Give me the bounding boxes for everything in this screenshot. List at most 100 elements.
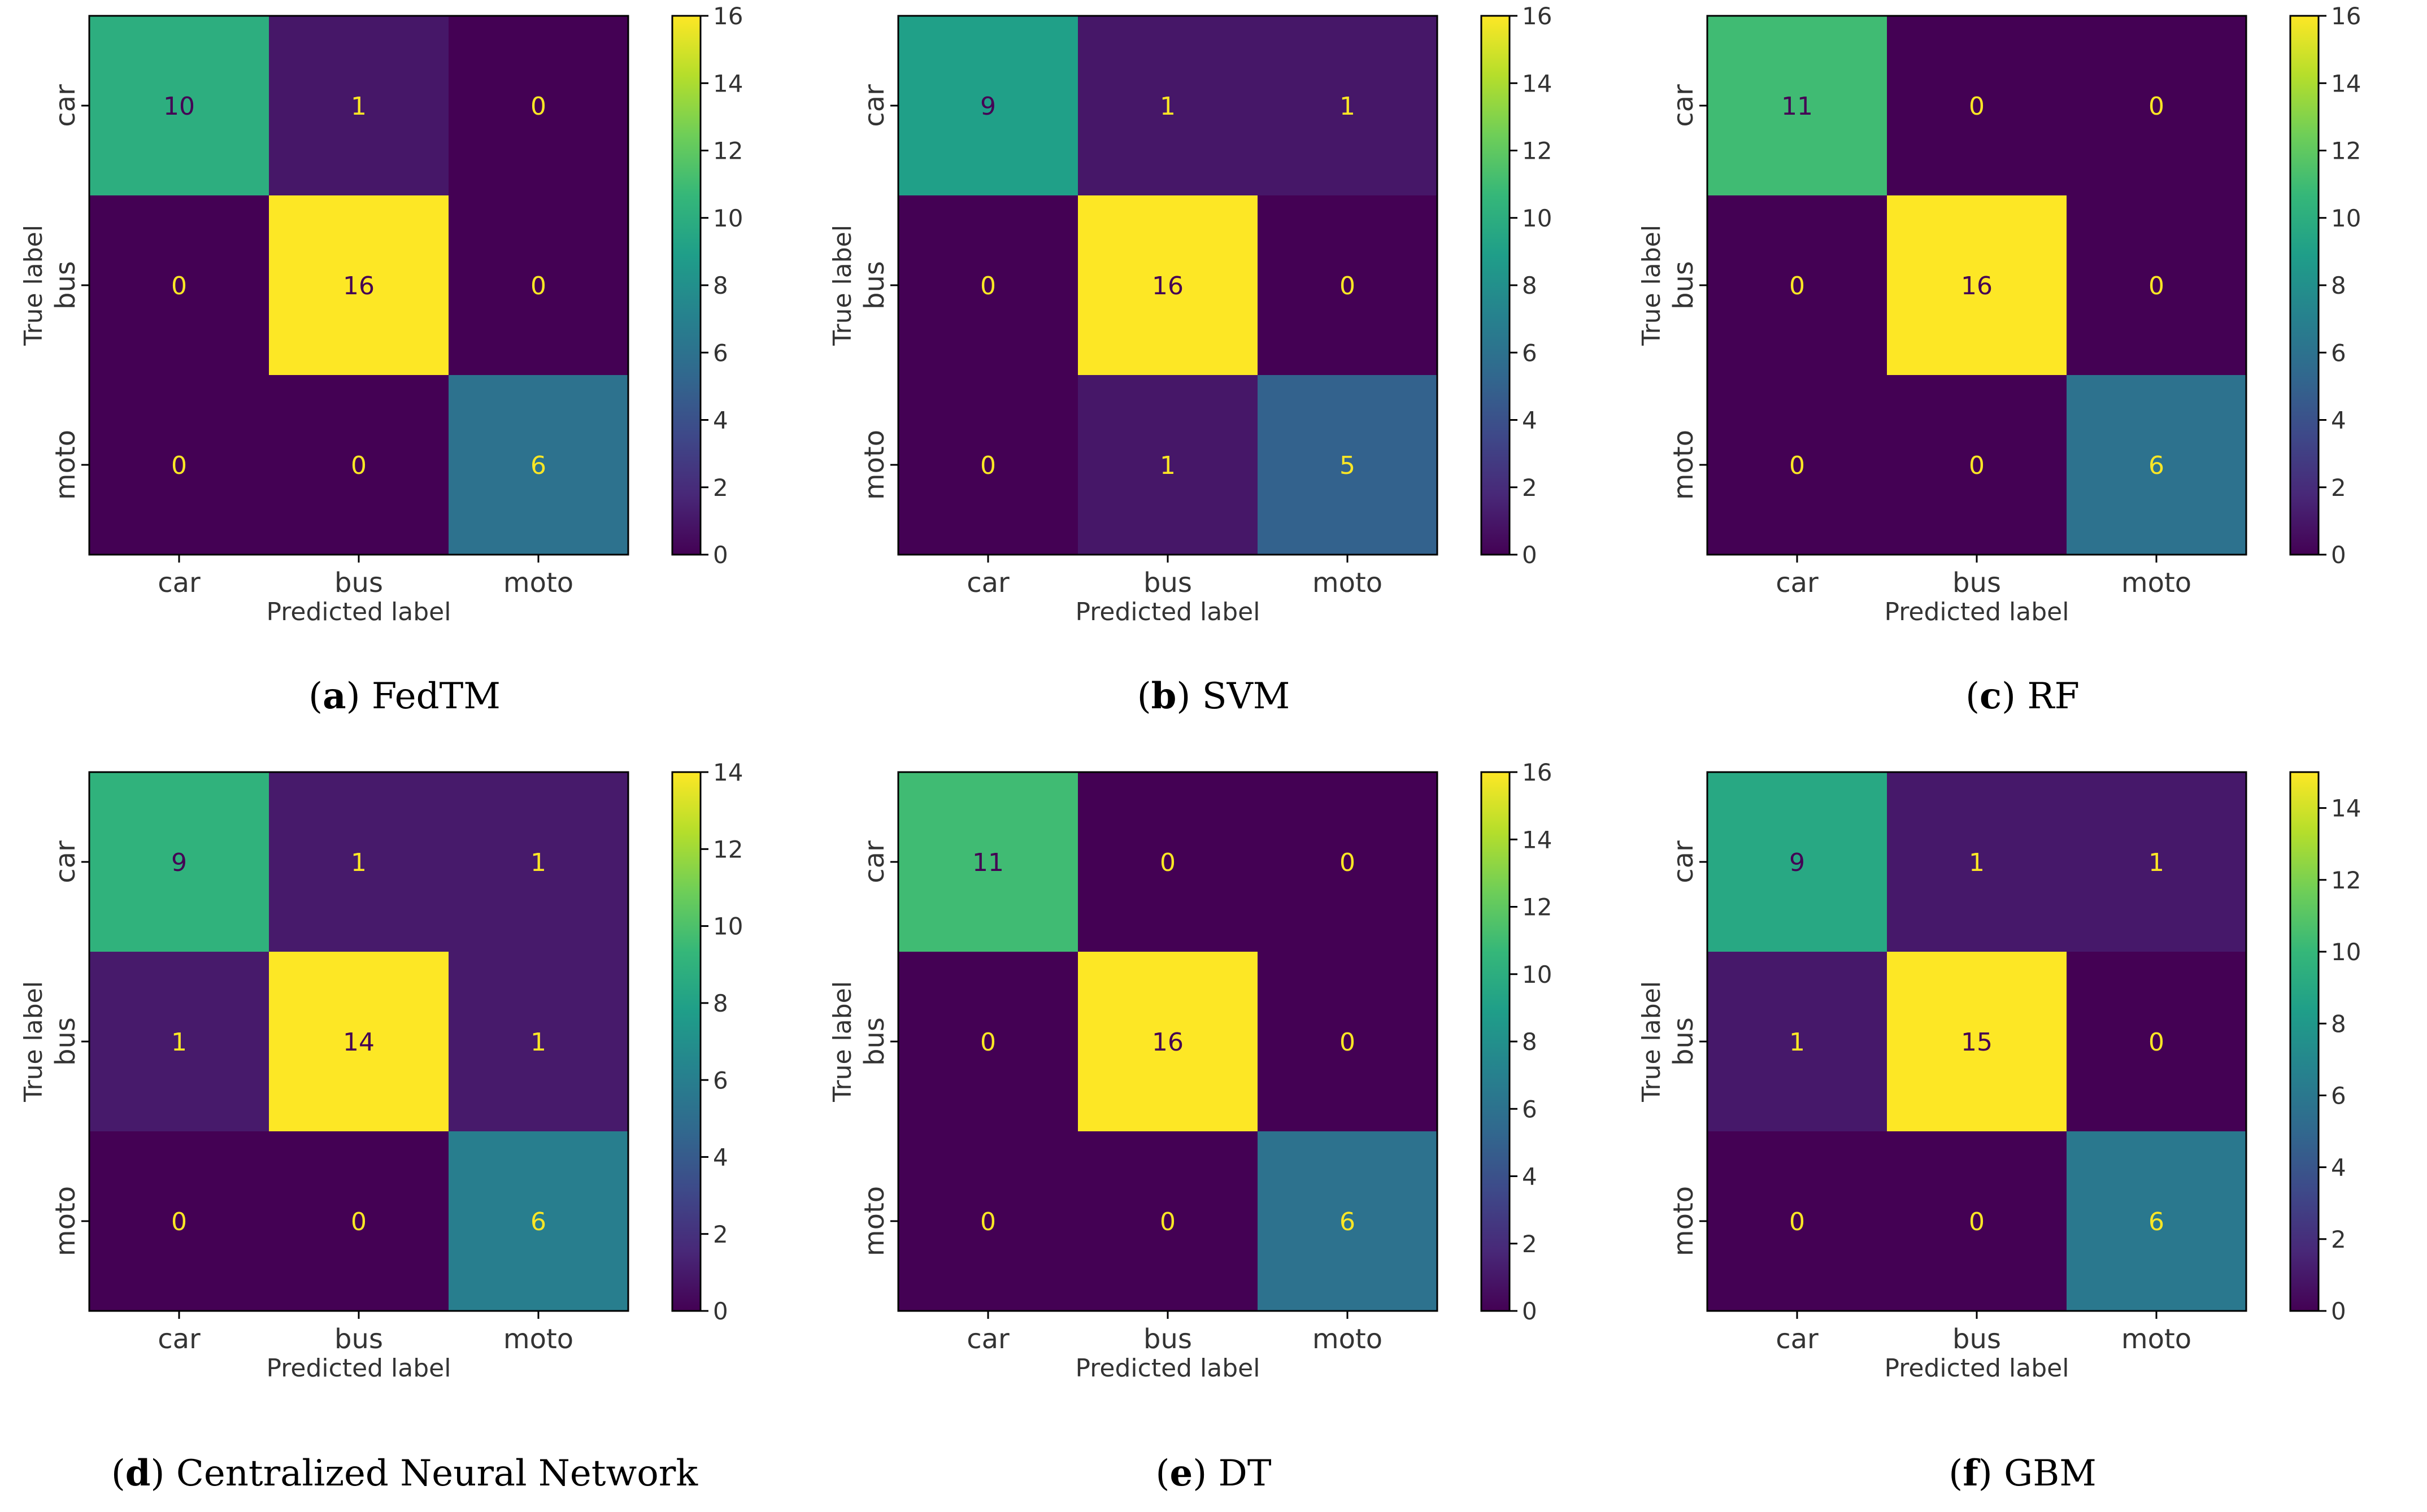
cell-value-b-0-1: 1 bbox=[1160, 92, 1176, 121]
x-tick-label-c-1: bus bbox=[1952, 567, 2001, 599]
cell-value-c-0-0: 11 bbox=[1781, 92, 1813, 121]
cell-value-a-0-1: 1 bbox=[351, 92, 367, 121]
caption-text-e: DT bbox=[1218, 1453, 1272, 1494]
y-axis-label-c: True label bbox=[1637, 225, 1666, 346]
caption-letter-d: d bbox=[125, 1452, 151, 1494]
cell-b-0-0 bbox=[898, 16, 1078, 195]
y-tick-label-a-1: bus bbox=[50, 261, 81, 310]
cell-value-c-1-1: 16 bbox=[1961, 272, 1993, 300]
y-axis-label-a: True label bbox=[19, 225, 48, 346]
cell-e-0-0 bbox=[898, 772, 1078, 952]
x-tick-label-f-2: moto bbox=[2121, 1323, 2191, 1355]
colorbar-tick-label-c-4: 8 bbox=[2331, 272, 2346, 299]
x-tick-label-c-2: moto bbox=[2121, 567, 2191, 599]
panel-c: 11 0 0 0 16 0 0 0 6 car bus moto Predicted label car b… bbox=[1618, 0, 2427, 756]
colorbar-tick-label-d-4: 8 bbox=[713, 990, 728, 1017]
colorbar-tick-label-d-5: 10 bbox=[713, 913, 743, 940]
cell-value-e-0-0: 11 bbox=[972, 848, 1004, 877]
colorbar-tick-label-c-5: 10 bbox=[2331, 204, 2361, 232]
colorbar-tick-label-b-3: 6 bbox=[1522, 339, 1537, 367]
cell-f-1-1 bbox=[1887, 952, 2067, 1131]
colorbar-tick-label-e-2: 4 bbox=[1522, 1163, 1537, 1191]
cell-value-c-2-1: 0 bbox=[1969, 451, 1985, 480]
cell-value-d-0-2: 1 bbox=[530, 848, 546, 877]
y-tick-label-a-0: car bbox=[50, 84, 81, 127]
cell-a-2-1 bbox=[269, 375, 449, 555]
caption-letter-a: a bbox=[323, 675, 346, 717]
cell-e-1-0 bbox=[898, 952, 1078, 1131]
cell-f-2-0 bbox=[1707, 1131, 1887, 1311]
cell-d-0-2 bbox=[449, 772, 628, 952]
y-axis-label-b: True label bbox=[828, 225, 857, 346]
x-tick-label-a-2: moto bbox=[503, 567, 573, 599]
cell-f-2-2 bbox=[2067, 1131, 2246, 1311]
cell-c-0-2 bbox=[2067, 16, 2246, 195]
x-axis-label-a: Predicted label bbox=[267, 598, 451, 626]
cell-d-1-2 bbox=[449, 952, 628, 1131]
cell-e-2-1 bbox=[1078, 1131, 1258, 1311]
cell-c-1-1 bbox=[1887, 195, 2067, 375]
colorbar-tick-label-e-0: 0 bbox=[1522, 1297, 1537, 1325]
cell-value-b-2-0: 0 bbox=[980, 451, 996, 480]
colorbar-tick-label-d-1: 2 bbox=[713, 1221, 728, 1248]
x-tick-label-d-0: car bbox=[158, 1323, 201, 1355]
cell-value-c-0-1: 0 bbox=[1969, 92, 1985, 121]
cell-value-d-2-2: 6 bbox=[530, 1208, 546, 1236]
caption-text-a: FedTM bbox=[371, 676, 501, 717]
caption-text-b: SVM bbox=[1202, 676, 1290, 717]
colorbar-tick-label-e-8: 16 bbox=[1522, 759, 1552, 786]
colorbar-tick-label-c-3: 6 bbox=[2331, 339, 2346, 367]
y-tick-label-e-2: moto bbox=[859, 1186, 890, 1256]
colorbar-tick-label-c-0: 0 bbox=[2331, 541, 2346, 569]
y-tick-label-b-0: car bbox=[859, 84, 890, 127]
cell-c-0-1 bbox=[1887, 16, 2067, 195]
cell-value-a-2-1: 0 bbox=[351, 451, 367, 480]
caption-text-f: GBM bbox=[2004, 1453, 2097, 1494]
colorbar-f bbox=[2289, 771, 2320, 1312]
y-tick-label-c-1: bus bbox=[1668, 261, 1699, 310]
colorbar-tick-label-c-8: 16 bbox=[2331, 2, 2361, 30]
x-axis-label-f: Predicted label bbox=[1885, 1354, 2069, 1383]
caption-letter-b: b bbox=[1151, 675, 1177, 717]
cell-value-a-2-0: 0 bbox=[171, 451, 187, 480]
cell-value-f-1-0: 1 bbox=[1789, 1028, 1805, 1057]
caption-letter-c: c bbox=[1980, 675, 2002, 717]
cell-d-1-0 bbox=[89, 952, 269, 1131]
x-tick-label-f-0: car bbox=[1776, 1323, 1819, 1355]
cell-a-2-0 bbox=[89, 375, 269, 555]
caption-text-c: RF bbox=[2027, 676, 2080, 717]
caption-c: (c) RF bbox=[1965, 675, 2080, 717]
cell-value-a-1-0: 0 bbox=[171, 272, 187, 300]
x-tick-label-e-1: bus bbox=[1143, 1323, 1192, 1355]
y-tick-label-b-1: bus bbox=[859, 261, 890, 310]
cell-b-0-2 bbox=[1258, 16, 1437, 195]
cell-c-0-0 bbox=[1707, 16, 1887, 195]
cell-value-f-0-2: 1 bbox=[2148, 848, 2164, 877]
cell-value-e-0-2: 0 bbox=[1339, 848, 1355, 877]
cell-d-2-0 bbox=[89, 1131, 269, 1311]
y-tick-label-e-1: bus bbox=[859, 1017, 890, 1066]
cell-value-c-1-2: 0 bbox=[2148, 272, 2164, 300]
colorbar-tick-label-f-7: 14 bbox=[2331, 795, 2361, 822]
cell-a-2-2 bbox=[449, 375, 628, 555]
cell-value-e-2-1: 0 bbox=[1160, 1208, 1176, 1236]
x-axis-label-b: Predicted label bbox=[1076, 598, 1260, 626]
confusion-matrix-f: 9 1 1 1 15 0 0 0 6 car bus moto Predicted label car bu… bbox=[1637, 771, 2361, 1383]
x-tick-label-e-2: moto bbox=[1312, 1323, 1382, 1355]
colorbar-tick-label-a-3: 6 bbox=[713, 339, 728, 367]
colorbar-tick-label-e-5: 10 bbox=[1522, 961, 1552, 988]
cell-d-0-0 bbox=[89, 772, 269, 952]
x-tick-label-a-0: car bbox=[158, 567, 201, 599]
cell-b-1-2 bbox=[1258, 195, 1437, 375]
colorbar-tick-label-e-3: 6 bbox=[1522, 1095, 1537, 1123]
cell-value-d-1-1: 14 bbox=[343, 1028, 375, 1057]
x-axis-label-c: Predicted label bbox=[1885, 598, 2069, 626]
cell-a-1-0 bbox=[89, 195, 269, 375]
panel-e: 11 0 0 0 16 0 0 0 6 car bus moto Predicted label car b… bbox=[809, 756, 1618, 1512]
colorbar-tick-label-d-0: 0 bbox=[713, 1297, 728, 1325]
cell-a-1-1 bbox=[269, 195, 449, 375]
colorbar-tick-label-b-6: 12 bbox=[1522, 137, 1552, 165]
cell-value-b-0-2: 1 bbox=[1339, 92, 1355, 121]
colorbar-tick-label-a-8: 16 bbox=[713, 2, 743, 30]
cell-value-e-0-1: 0 bbox=[1160, 848, 1176, 877]
